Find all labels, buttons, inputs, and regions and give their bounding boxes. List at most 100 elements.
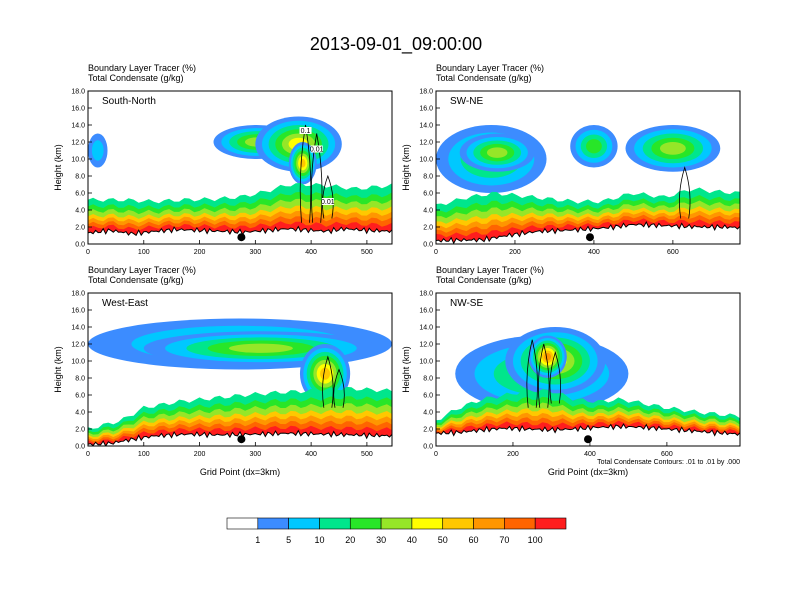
panel-subtitle-2: Total Condensate (g/kg) — [88, 275, 184, 285]
condensate-contour — [322, 174, 334, 219]
x-tick-label: 0 — [434, 451, 438, 458]
y-tick-label: 16.0 — [419, 106, 433, 113]
y-tick-label: 14.0 — [419, 325, 433, 332]
panel-subtitle-1: Boundary Layer Tracer (%) — [88, 265, 196, 275]
y-axis-label: Height (km) — [53, 346, 63, 393]
terrain-fill — [436, 222, 740, 244]
y-tick-label: 8.0 — [423, 174, 433, 181]
y-tick-label: 0.0 — [423, 444, 433, 451]
y-tick-label: 18.0 — [71, 89, 85, 96]
colorbar-label: 30 — [376, 535, 386, 545]
y-axis-label: Height (km) — [401, 346, 411, 393]
condensate-contour — [299, 124, 312, 223]
colorbar-label: 20 — [345, 535, 355, 545]
y-tick-label: 4.0 — [75, 410, 85, 417]
y-tick-label: 6.0 — [423, 191, 433, 198]
y-axis-label: Height (km) — [401, 144, 411, 191]
x-tick-label: 0 — [86, 249, 90, 256]
station-marker — [584, 435, 592, 444]
colorbar-swatch — [504, 517, 536, 530]
figure-title: 2013-09-01_09:00:00 — [310, 34, 482, 55]
colorbar-label: 70 — [499, 535, 509, 545]
x-tick-label: 400 — [305, 451, 317, 458]
contour-label-bg — [299, 127, 312, 134]
panel-subtitle-2: Total Condensate (g/kg) — [88, 73, 184, 83]
x-tick-label: 200 — [194, 451, 206, 458]
panel-subtitle-1: Boundary Layer Tracer (%) — [88, 63, 196, 73]
x-tick-label: 100 — [138, 249, 150, 256]
condensate-contour — [310, 133, 323, 223]
cloud-band — [320, 367, 331, 380]
colorbar-swatch — [288, 517, 320, 530]
x-tick-label: 500 — [361, 451, 373, 458]
plot-area — [436, 327, 740, 446]
station-marker — [237, 233, 246, 242]
x-axis-label: Grid Point (dx=3km) — [548, 467, 628, 477]
y-tick-label: 0.0 — [75, 242, 85, 249]
contour-footnote: Total Condensate Contours: .01 to .01 by… — [597, 459, 740, 466]
y-tick-label: 14.0 — [71, 325, 85, 332]
station-marker — [585, 233, 594, 242]
cloud-band — [228, 343, 293, 353]
panel-0: South-North Boundary Layer Tracer (%)Tota… — [53, 63, 393, 256]
x-tick-label: 200 — [507, 451, 519, 458]
y-tick-label: 14.0 — [71, 123, 85, 130]
y-tick-label: 12.0 — [71, 342, 85, 349]
y-tick-label: 2.0 — [75, 427, 85, 434]
colorbar-swatch — [349, 517, 382, 530]
y-tick-label: 14.0 — [419, 123, 433, 130]
plot-frame — [435, 90, 741, 245]
x-tick-label: 300 — [249, 249, 261, 256]
x-tick-label: 600 — [661, 451, 673, 458]
x-tick-label: 600 — [667, 249, 679, 256]
y-tick-label: 4.0 — [75, 208, 85, 215]
plot-area — [88, 116, 392, 244]
y-tick-label: 10.0 — [419, 359, 433, 366]
condensate-contour — [333, 368, 345, 408]
cloud-band — [486, 147, 508, 158]
y-axis-label: Height (km) — [53, 144, 63, 191]
y-tick-label: 16.0 — [419, 308, 433, 315]
colorbar-swatch — [534, 517, 567, 530]
colorbar-label: 100 — [528, 535, 543, 545]
x-tick-label: 300 — [249, 451, 261, 458]
y-tick-label: 4.0 — [423, 410, 433, 417]
colorbar-swatch — [319, 517, 351, 530]
panel-1: SW-NE Boundary Layer Tracer (%)Total Cond… — [401, 63, 741, 256]
y-tick-label: 18.0 — [419, 291, 433, 298]
y-tick-label: 8.0 — [423, 376, 433, 383]
y-tick-label: 6.0 — [75, 393, 85, 400]
colorbar-swatch — [442, 517, 474, 530]
y-tick-label: 18.0 — [419, 89, 433, 96]
terrain-line — [436, 221, 740, 244]
condensate-contour — [549, 351, 562, 404]
terrain-line — [88, 429, 392, 446]
y-tick-label: 2.0 — [423, 225, 433, 232]
condensate-contour — [538, 343, 550, 408]
y-tick-label: 6.0 — [423, 393, 433, 400]
x-axis-label: Grid Point (dx=3km) — [200, 467, 280, 477]
cloud-band — [91, 140, 104, 161]
x-tick-label: 200 — [194, 249, 206, 256]
cloud-band — [544, 353, 551, 361]
x-tick-label: 0 — [86, 451, 90, 458]
cloud-band — [586, 139, 602, 154]
station-marker — [237, 435, 246, 444]
colorbar-swatch — [411, 517, 444, 530]
cloud-band — [659, 142, 686, 155]
condensate-contour — [679, 166, 691, 219]
colorbar: 1 5 10 20 30 40 50 60 70 100 — [226, 517, 567, 545]
x-tick-label: 0 — [434, 249, 438, 256]
panel-subtitle-2: Total Condensate (g/kg) — [436, 73, 532, 83]
plot-area — [88, 318, 392, 446]
contour-label-bg — [310, 145, 323, 153]
x-tick-label: 100 — [138, 451, 150, 458]
y-tick-label: 10.0 — [71, 359, 85, 366]
plot-area — [436, 125, 740, 244]
y-tick-label: 18.0 — [71, 291, 85, 298]
y-tick-label: 2.0 — [423, 427, 433, 434]
panel-2: West-East Boundary Layer Tracer (%)Total … — [53, 265, 393, 477]
colorbar-swatch — [380, 517, 413, 530]
